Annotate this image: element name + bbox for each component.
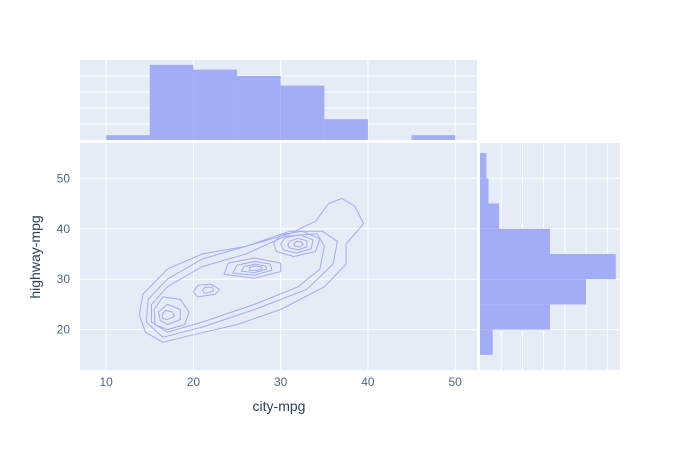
right-histogram-bar — [480, 329, 493, 355]
y-tick-label: 30 — [57, 272, 71, 286]
top-histogram-bar — [106, 135, 150, 140]
density-contour-line — [201, 286, 214, 294]
density-contour-line — [138, 198, 365, 343]
y-tick-label: 40 — [57, 222, 71, 236]
right-histogram-bar — [480, 279, 587, 305]
top-histogram-bar — [149, 64, 194, 140]
right-histogram-bar — [480, 253, 616, 280]
x-axis-title: city-mpg — [253, 398, 306, 414]
x-tick-label: 30 — [274, 375, 288, 389]
density-contour-line — [223, 257, 282, 279]
top-histogram-bar — [193, 69, 238, 140]
right-histogram-bar — [480, 153, 487, 179]
density-contour-line — [232, 261, 273, 276]
y-axis-title: highway-mpg — [27, 215, 43, 298]
y-tick-label: 50 — [57, 171, 71, 185]
top-histogram-bar — [280, 85, 325, 140]
x-tick-label: 40 — [361, 375, 375, 389]
y-tick-label: 20 — [57, 323, 71, 337]
density-contour-line — [192, 283, 221, 298]
density-contour-line — [240, 263, 268, 274]
density-contour-line — [248, 265, 263, 272]
top-histogram-bar — [324, 119, 368, 140]
top-histogram-bar — [411, 135, 456, 140]
density-contour-line — [153, 296, 190, 331]
density-contour-line — [273, 230, 321, 257]
density-contour-line — [287, 237, 308, 251]
right-histogram-bar — [480, 228, 550, 254]
density-contour-line — [161, 310, 175, 321]
density-contour-line — [280, 234, 314, 254]
right-histogram-bar — [480, 203, 500, 229]
right-histogram-bar — [480, 304, 550, 330]
right-histogram-bar — [480, 178, 489, 204]
x-tick-label: 50 — [449, 375, 463, 389]
density-contour-line — [145, 230, 338, 338]
density-contour-line — [293, 240, 304, 248]
main-plot-area — [80, 143, 477, 370]
x-tick-label: 10 — [99, 375, 113, 389]
density-contour-line — [158, 303, 181, 326]
top-histogram-bar — [237, 76, 281, 140]
x-tick-label: 20 — [187, 375, 201, 389]
